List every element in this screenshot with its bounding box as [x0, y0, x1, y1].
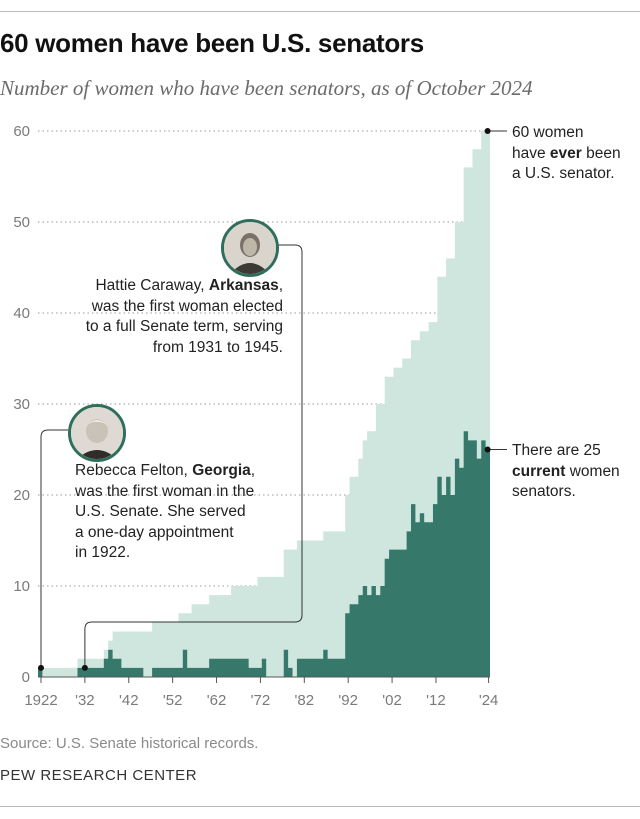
x-tick-label-1962: '62: [207, 692, 227, 709]
x-tick-label-2024: '24: [479, 692, 499, 709]
y-tick-label-0: 0: [22, 669, 30, 686]
x-tick-label-2002: '02: [382, 692, 402, 709]
x-tick-label-1972: '72: [251, 692, 271, 709]
y-tick-label-40: 40: [13, 305, 30, 322]
top-rule: [0, 11, 640, 12]
x-tick-label-1982: '82: [295, 692, 315, 709]
series-current-area: [38, 431, 490, 677]
y-tick-label-30: 30: [13, 396, 30, 413]
y-tick-label-10: 10: [13, 578, 30, 595]
chart-subtitle: Number of women who have been senators, …: [0, 76, 533, 100]
dot-current: [484, 446, 491, 453]
x-tick-label-1942: '42: [119, 692, 139, 709]
annotation-current: There are 25 current women senators.: [512, 442, 620, 500]
leader-caraway: [84, 244, 303, 668]
chart-title: 60 women have been U.S. senators: [0, 28, 424, 58]
dot-felton: [38, 664, 44, 671]
x-tick-label-1932: '32: [75, 692, 95, 709]
caraway-state: Arkansas: [208, 277, 279, 294]
y-tick-label-60: 60: [13, 123, 30, 140]
x-tick-label-1952: '52: [163, 692, 183, 709]
dot-caraway: [81, 664, 88, 671]
portrait-rebecca-felton-icon: [68, 404, 126, 462]
bottom-rule: [0, 806, 640, 807]
x-tick-label-2012: '12: [426, 692, 446, 709]
source-note: Source: U.S. Senate historical records.: [0, 735, 259, 752]
x-tick-label-1992: '92: [338, 692, 358, 709]
portrait-hattie-caraway-icon: [221, 219, 279, 277]
dot-ever: [484, 128, 491, 134]
leader-felton: [40, 429, 68, 668]
felton-state: Georgia: [192, 462, 251, 479]
annotation-ever: 60 women have ever been a U.S. senator.: [512, 124, 621, 182]
series-ever-area: [38, 131, 490, 677]
callout-leaders: [38, 128, 507, 671]
annotation-felton: Rebecca Felton, Georgia, was the first w…: [75, 462, 256, 561]
brand-footer: PEW RESEARCH CENTER: [0, 767, 198, 784]
x-axis: 1922 '32 '42 '52 '62 '72 '82 '92 '02 '12 '24: [24, 677, 498, 709]
annotation-caraway: Hattie Caraway, Arkansas, was the first …: [85, 277, 283, 356]
y-tick-label-20: 20: [13, 487, 30, 504]
y-tick-label-50: 50: [13, 214, 30, 231]
x-tick-label-1922: 1922: [24, 692, 57, 709]
y-axis: 0 10 20 30 40 50 60: [13, 123, 30, 686]
